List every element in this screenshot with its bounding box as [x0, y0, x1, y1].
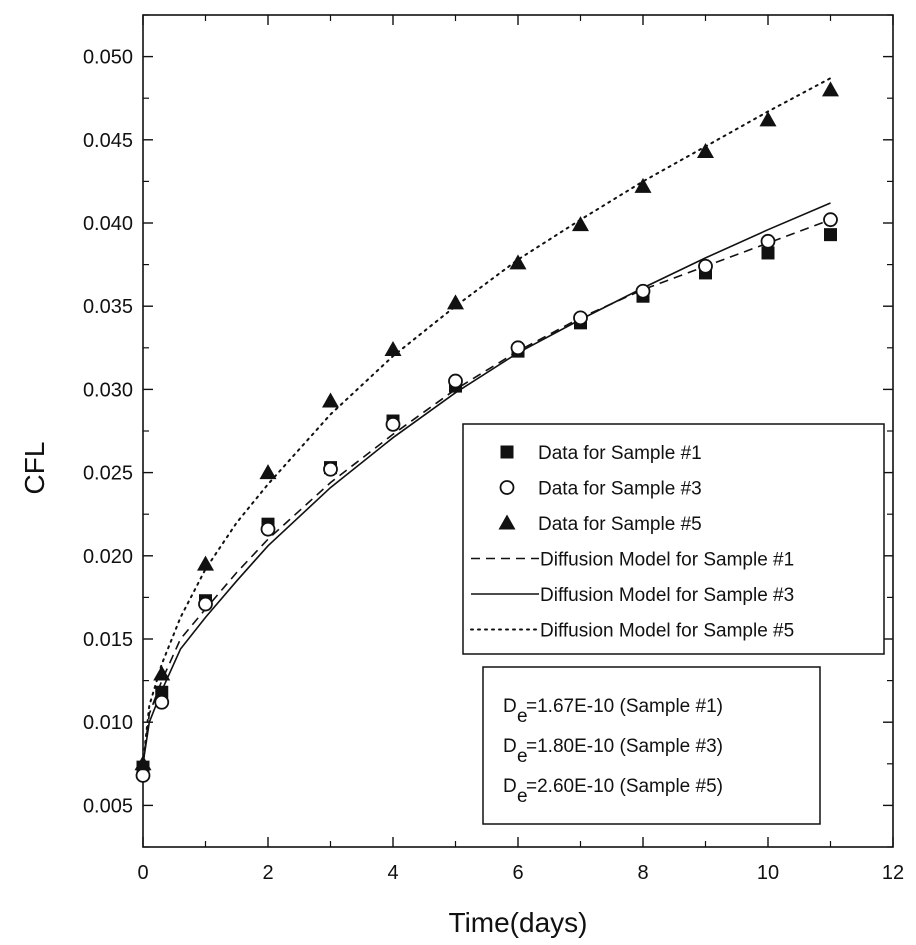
series-line-4 [142, 218, 831, 764]
x-tick-label: 4 [387, 862, 398, 884]
x-tick-label: 0 [137, 862, 148, 884]
legend-marker-triangle [498, 514, 516, 530]
data-point-circle [510, 340, 526, 356]
annotation-subscript: e [517, 706, 528, 727]
data-point-triangle [384, 340, 402, 356]
annotation-box [482, 666, 821, 825]
legend-marker-square [500, 445, 514, 459]
x-tick-label: 10 [757, 862, 779, 884]
data-point-circle [385, 416, 401, 432]
y-tick-label: 0.020 [83, 546, 133, 568]
y-tick-label: 0.035 [83, 296, 133, 318]
data-point-triangle [447, 294, 464, 310]
x-tick-label: 12 [882, 862, 904, 884]
data-point-triangle [572, 216, 589, 232]
y-tick-label: 0.045 [83, 130, 133, 152]
data-point-triangle [322, 392, 339, 408]
x-axis-title: Time(days) [449, 907, 588, 938]
series-line-5 [142, 202, 831, 764]
data-point-triangle [134, 755, 152, 771]
data-point-circle [198, 596, 213, 612]
data-point-circle [154, 694, 170, 710]
data-point-triangle [634, 177, 652, 193]
data-point-circle [448, 373, 463, 389]
data-point-triangle [509, 254, 527, 270]
annotation-subscript: e [517, 746, 528, 767]
data-point-circle [135, 768, 151, 783]
data-point-circle [698, 258, 713, 274]
legend-box [462, 423, 885, 655]
data-point-square [824, 228, 837, 242]
plot-area [134, 77, 839, 783]
data-point-circle [323, 461, 338, 477]
legend: Data for Sample #1 Data for Sample #3 Data… [462, 423, 885, 655]
legend-label: Data for Sample #1 [538, 443, 702, 464]
y-tick-label: 0.010 [83, 712, 133, 734]
y-tick-label: 0.005 [83, 795, 133, 817]
data-point-circle [823, 212, 838, 228]
legend-label: Diffusion Model for Sample #3 [540, 585, 794, 606]
x-tick-label: 2 [262, 862, 273, 884]
data-point-circle [260, 521, 276, 537]
data-point-triangle [197, 555, 214, 571]
annotation-value: =1.80E-10 (Sample #3) [526, 736, 723, 757]
data-point-triangle [259, 464, 277, 480]
data-point-triangle [697, 142, 714, 158]
data-point-square [761, 246, 775, 260]
y-axis-title: CFL [19, 442, 50, 495]
y-tick-label: 0.050 [83, 47, 133, 69]
x-tick-label: 6 [512, 862, 523, 884]
annotation-symbol: D [503, 736, 517, 757]
data-point-circle [573, 310, 588, 326]
y-tick-label: 0.025 [83, 463, 133, 485]
legend-label: Data for Sample #3 [538, 479, 702, 500]
legend-marker-circle [499, 480, 515, 495]
data-point-triangle [822, 81, 839, 97]
annotation-subscript: e [517, 786, 528, 807]
legend-label: Diffusion Model for Sample #5 [540, 621, 794, 642]
annotation-value: =2.60E-10 (Sample #5) [526, 776, 723, 797]
axes: 0 2 4 6 8 10 12 0.005 0.010 0.015 0.020 0.025 0.030 0… [83, 14, 904, 884]
series-line-6 [142, 77, 832, 765]
legend-label: Data for Sample #5 [538, 514, 702, 535]
data-point-triangle [759, 111, 777, 127]
y-tick-label: 0.040 [83, 213, 133, 235]
data-point-circle [635, 283, 651, 299]
data-point-circle [760, 233, 776, 249]
legend-label: Diffusion Model for Sample #1 [540, 550, 794, 571]
x-tick-label: 8 [637, 862, 648, 884]
y-tick-label: 0.015 [83, 629, 133, 651]
data-point-triangle [153, 665, 171, 681]
y-tick-label: 0.030 [83, 379, 133, 401]
annotation-value: =1.67E-10 (Sample #1) [526, 696, 723, 717]
annotation-symbol: D [503, 696, 517, 717]
annotation-symbol: D [503, 776, 517, 797]
data-point-square [155, 685, 169, 699]
